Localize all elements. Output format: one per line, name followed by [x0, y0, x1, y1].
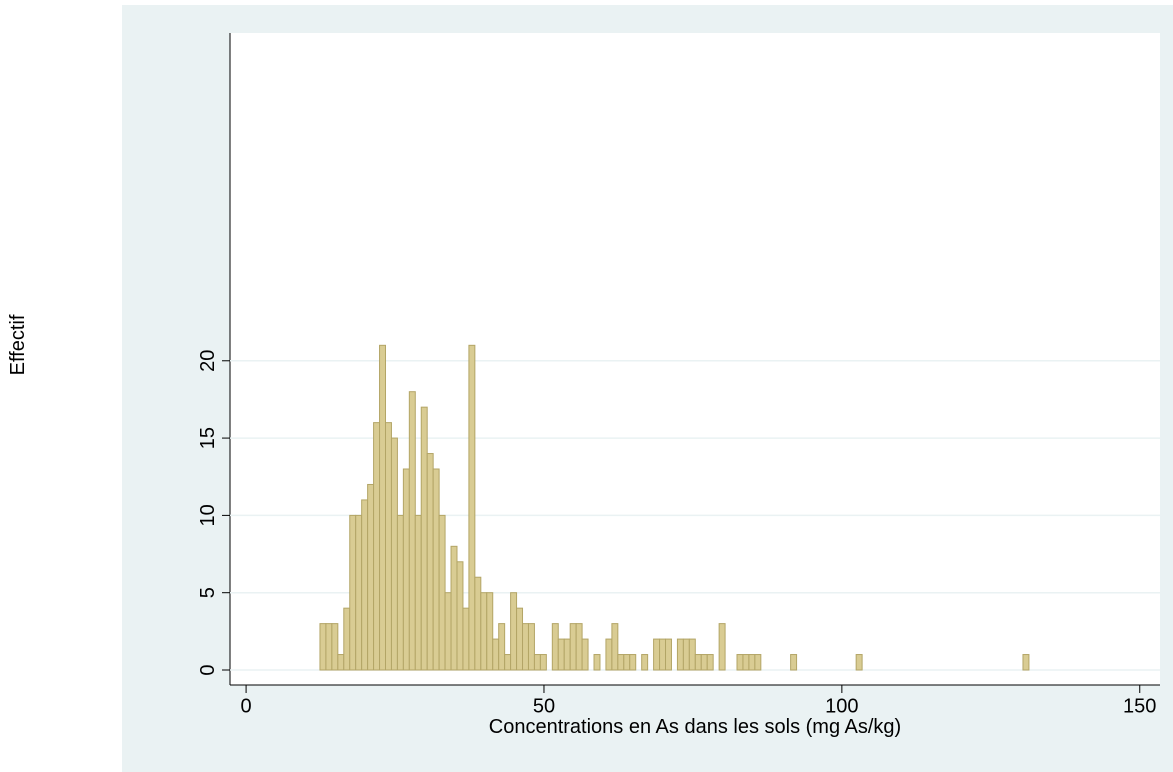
- bar: [539, 654, 547, 671]
- bar: [533, 654, 541, 671]
- bar: [522, 623, 529, 671]
- bar: [408, 391, 416, 671]
- bar: [688, 638, 696, 671]
- bar: [617, 654, 625, 671]
- bar: [504, 654, 512, 671]
- bar: [563, 638, 571, 671]
- bars: [319, 344, 1030, 671]
- bar: [1022, 654, 1030, 671]
- bar: [676, 638, 684, 671]
- x-tick-label: 50: [533, 695, 555, 717]
- bar: [653, 638, 661, 671]
- bar: [557, 638, 565, 671]
- bar: [325, 623, 333, 671]
- bar: [426, 453, 434, 671]
- bar: [659, 638, 667, 671]
- bar: [641, 654, 649, 671]
- bar: [700, 654, 708, 671]
- bar: [527, 623, 535, 671]
- bar: [367, 483, 375, 671]
- bar: [414, 514, 422, 671]
- bar: [492, 638, 500, 671]
- y-tick-label: 0: [197, 664, 219, 675]
- bar: [736, 654, 744, 671]
- y-tick-label: 5: [197, 587, 219, 598]
- x-axis-title: Concentrations en As dans les sols (mg A…: [489, 716, 901, 738]
- bar: [498, 623, 506, 671]
- bar: [581, 638, 589, 671]
- bar: [486, 592, 494, 671]
- bar: [694, 654, 702, 671]
- bar: [742, 654, 750, 671]
- bar: [754, 654, 762, 671]
- bar: [462, 607, 470, 671]
- bar: [349, 514, 357, 671]
- bar: [390, 437, 398, 671]
- bar: [665, 638, 672, 671]
- bar: [396, 514, 404, 671]
- bar: [623, 654, 631, 671]
- x-tick-label: 100: [825, 695, 858, 717]
- bar: [331, 623, 339, 671]
- bar: [480, 592, 488, 671]
- bar: [373, 422, 381, 671]
- bar: [444, 592, 452, 671]
- bar: [575, 623, 583, 671]
- bar: [450, 545, 458, 671]
- y-tick-label: 20: [197, 350, 219, 372]
- bar: [855, 654, 863, 671]
- ticks: 0 5 10 15 20 0 50 100 150: [197, 350, 1156, 718]
- bar: [605, 638, 613, 671]
- bar: [682, 638, 690, 671]
- y-tick-label: 15: [197, 427, 219, 449]
- bar: [438, 514, 446, 671]
- bar: [593, 654, 601, 671]
- x-tick-label: 150: [1123, 695, 1156, 717]
- bar: [384, 422, 392, 671]
- bar: [319, 623, 327, 671]
- bar: [706, 654, 714, 671]
- bar: [474, 576, 482, 671]
- bar: [790, 654, 798, 671]
- bar: [718, 623, 726, 671]
- bar: [629, 654, 637, 671]
- bar: [510, 592, 518, 671]
- y-tick-label: 10: [197, 504, 219, 526]
- bar: [456, 561, 464, 671]
- bar: [516, 607, 524, 671]
- bar: [379, 344, 386, 671]
- bar: [355, 514, 363, 671]
- bar: [748, 654, 756, 671]
- bar: [402, 468, 410, 671]
- bar: [337, 654, 345, 671]
- bar: [420, 406, 428, 671]
- bar: [551, 623, 559, 671]
- bar: [611, 623, 619, 671]
- y-axis-title: Effectif: [7, 314, 29, 375]
- x-tick-label: 0: [241, 695, 252, 717]
- bar: [361, 499, 369, 671]
- bar: [569, 623, 577, 671]
- bar: [468, 344, 476, 671]
- bar: [432, 468, 440, 671]
- bar: [343, 607, 351, 671]
